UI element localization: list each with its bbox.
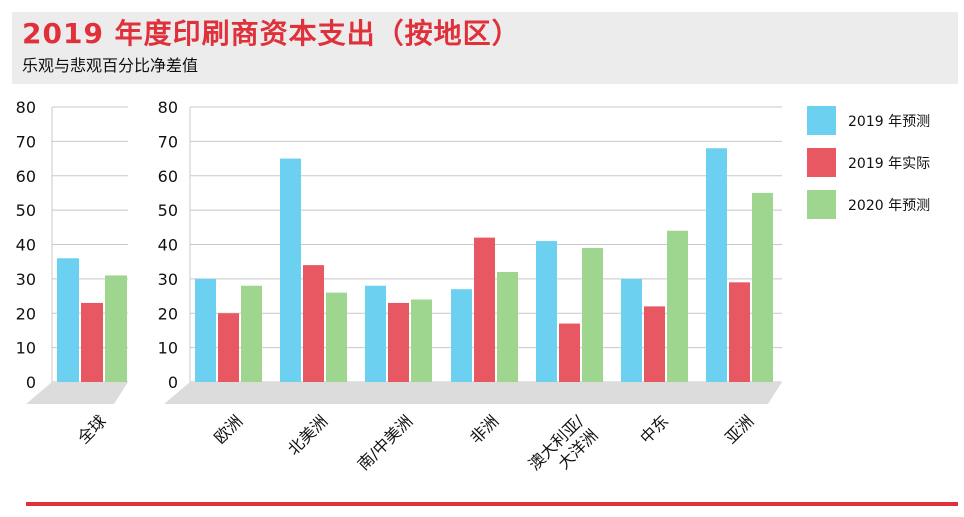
bar-regions-2-1 [388, 302, 409, 382]
global-ytick-30: 30 [16, 270, 36, 289]
global-ytick-80: 80 [16, 98, 36, 117]
legend-label-forecast-2020: 2020 年预测 [848, 198, 931, 214]
category-label-text-regions-2-0: 南/中美洲 [354, 411, 417, 474]
bar-regions-5-1 [644, 306, 665, 382]
bar-regions-0-0 [195, 278, 216, 382]
bar-regions-1-1 [303, 265, 324, 382]
bar-regions-2-2 [411, 299, 432, 382]
legend-swatch-forecast-2019 [807, 106, 836, 135]
bar-regions-3-0 [451, 289, 472, 382]
bar-regions-4-1 [559, 323, 580, 382]
regions-ytick-60: 60 [158, 167, 178, 186]
global-ytick-10: 10 [16, 339, 36, 358]
bar-regions-6-2 [752, 192, 773, 382]
bar-regions-6-0 [706, 148, 727, 382]
bar-regions-1-0 [280, 158, 301, 382]
regions-ytick-50: 50 [158, 201, 178, 220]
bar-regions-4-0 [536, 241, 557, 382]
category-label-text-regions-1-0: 北美洲 [284, 411, 331, 458]
global-ytick-20: 20 [16, 304, 36, 323]
bar-regions-3-1 [474, 237, 495, 382]
global-ytick-0: 0 [26, 373, 36, 392]
bar-regions-2-0 [365, 285, 386, 382]
regions-ytick-40: 40 [158, 236, 178, 255]
bar-regions-4-2 [582, 247, 603, 382]
category-label-text-regions-3-0: 非洲 [466, 411, 502, 447]
category-label-regions-3: 非洲 [466, 411, 502, 447]
category-label-regions-6: 亚洲 [721, 411, 757, 447]
category-label-regions-5: 中东 [636, 411, 672, 447]
bar-global-0-2 [105, 275, 127, 382]
category-label-text-regions-5-0: 中东 [636, 411, 672, 447]
category-label-regions-2: 南/中美洲 [354, 411, 417, 474]
regions-ytick-10: 10 [158, 339, 178, 358]
bottom-rule [26, 502, 958, 506]
bar-regions-5-0 [621, 278, 642, 382]
category-label-regions-4: 澳大利亚/大洋洲 [525, 411, 602, 474]
chart-subtitle: 乐观与悲观百分比净差值 [22, 56, 199, 75]
bar-global-0-0 [57, 258, 79, 382]
bar-global-0-1 [81, 302, 103, 382]
regions-ytick-70: 70 [158, 132, 178, 151]
bar-regions-5-2 [667, 230, 688, 382]
legend-label-actual-2019: 2019 年实际 [848, 156, 931, 172]
global-ytick-50: 50 [16, 201, 36, 220]
bar-regions-0-2 [241, 285, 262, 382]
header-band [12, 12, 958, 84]
regions-ytick-0: 0 [168, 373, 178, 392]
category-label-text-global-0-0: 全球 [74, 411, 110, 447]
category-label-global-0: 全球 [74, 411, 110, 447]
bar-regions-3-2 [497, 272, 518, 382]
global-ytick-40: 40 [16, 236, 36, 255]
category-label-text-regions-6-0: 亚洲 [721, 411, 757, 447]
regions-ytick-30: 30 [158, 270, 178, 289]
legend-swatch-actual-2019 [807, 148, 836, 177]
global-ytick-60: 60 [16, 167, 36, 186]
bar-regions-6-1 [729, 282, 750, 382]
regions-ytick-80: 80 [158, 98, 178, 117]
bar-regions-0-1 [218, 313, 239, 382]
regions-ytick-20: 20 [158, 304, 178, 323]
chart-title: 2019 年度印刷商资本支出（按地区） [22, 17, 521, 50]
global-ytick-70: 70 [16, 132, 36, 151]
category-label-regions-1: 北美洲 [284, 411, 331, 458]
global-floor [26, 382, 128, 404]
regions-floor [164, 382, 782, 404]
legend-label-forecast-2019: 2019 年预测 [848, 114, 931, 130]
legend-swatch-forecast-2020 [807, 190, 836, 219]
category-label-regions-0: 欧洲 [210, 411, 246, 447]
category-label-text-regions-0-0: 欧洲 [210, 411, 246, 447]
bar-regions-1-2 [326, 292, 347, 382]
